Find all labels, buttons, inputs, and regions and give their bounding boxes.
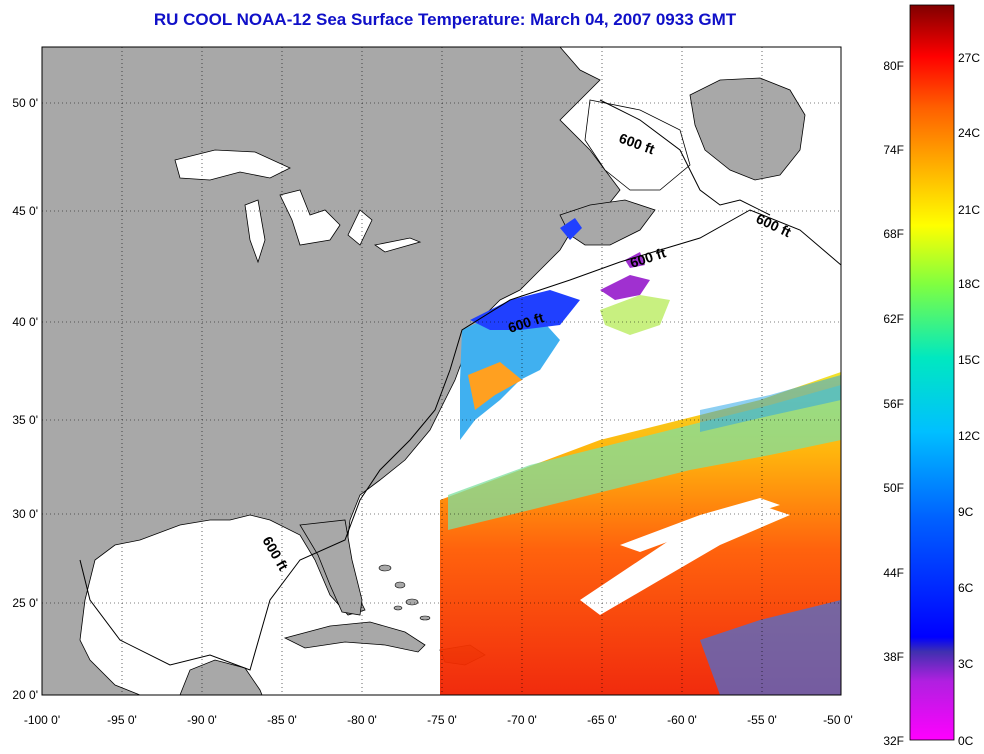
map-title: RU COOL NOAA-12 Sea Surface Temperature:… bbox=[153, 10, 737, 29]
lat-tick-labels: 50 0' 45 0' 40 0' 35 0' 30 0' 25 0' 20 0… bbox=[12, 96, 38, 702]
lat-tick-50: 50 0' bbox=[12, 96, 38, 110]
sst-shelf-warm bbox=[468, 362, 522, 410]
lon-tick-95: -95 0' bbox=[107, 713, 137, 727]
lon-tick-70: -70 0' bbox=[507, 713, 537, 727]
lon-tick-60: -60 0' bbox=[667, 713, 697, 727]
cb-c-27: 27C bbox=[958, 51, 980, 65]
cb-c-15: 15C bbox=[958, 353, 980, 367]
sst-scotian-offshore bbox=[600, 295, 670, 335]
cb-c-0: 0C bbox=[958, 734, 974, 748]
cb-f-38: 38F bbox=[883, 650, 904, 664]
sst-nova-scotia-blue bbox=[560, 218, 582, 240]
cb-f-50: 50F bbox=[883, 481, 904, 495]
bahamas-islands bbox=[378, 564, 431, 621]
gulf-st-lawrence bbox=[584, 99, 691, 191]
lat-tick-35: 35 0' bbox=[12, 413, 38, 427]
lon-tick-80: -80 0' bbox=[347, 713, 377, 727]
cb-c-12: 12C bbox=[958, 429, 980, 443]
cb-c-21: 21C bbox=[958, 203, 980, 217]
cb-c-6: 6C bbox=[958, 581, 974, 595]
cb-c-18: 18C bbox=[958, 277, 980, 291]
cb-c-24: 24C bbox=[958, 126, 980, 140]
lat-tick-20: 20 0' bbox=[12, 688, 38, 702]
colorbar bbox=[909, 4, 955, 741]
maritimes-land bbox=[559, 77, 806, 246]
lon-tick-75: -75 0' bbox=[427, 713, 457, 727]
map-frame bbox=[41, 46, 842, 696]
colorbar-f-labels: 80F 74F 68F 62F 56F 50F 44F 38F 32F bbox=[883, 59, 904, 748]
lat-tick-30: 30 0' bbox=[12, 507, 38, 521]
cb-f-32: 32F bbox=[883, 734, 904, 748]
cb-f-74: 74F bbox=[883, 143, 904, 157]
sst-cool-band bbox=[700, 375, 841, 432]
cb-f-62: 62F bbox=[883, 312, 904, 326]
cb-c-3: 3C bbox=[958, 657, 974, 671]
sst-scotian-shelf bbox=[600, 252, 650, 300]
lat-tick-40: 40 0' bbox=[12, 315, 38, 329]
isobath-600ft-north bbox=[599, 99, 771, 216]
lat-tick-25: 25 0' bbox=[12, 596, 38, 610]
lat-tick-45: 45 0' bbox=[12, 204, 38, 218]
sst-gulf-of-maine bbox=[470, 290, 580, 330]
cuba-land bbox=[283, 621, 426, 653]
cb-c-9: 9C bbox=[958, 505, 974, 519]
cloud-gap bbox=[580, 505, 790, 615]
cb-f-68: 68F bbox=[883, 227, 904, 241]
cb-f-44: 44F bbox=[883, 566, 904, 580]
lon-tick-100: -100 0' bbox=[24, 713, 60, 727]
lon-tick-90: -90 0' bbox=[187, 713, 217, 727]
lon-tick-85: -85 0' bbox=[267, 713, 297, 727]
lon-gridlines bbox=[121, 47, 763, 695]
colorbar-c-labels: 27C 24C 21C 18C 15C 12C 9C 6C 3C 0C bbox=[958, 51, 980, 748]
cloud-gap-2 bbox=[620, 498, 780, 552]
lon-tick-55: -55 0' bbox=[747, 713, 777, 727]
lon-tick-65: -65 0' bbox=[587, 713, 617, 727]
lon-tick-labels: -100 0' -95 0' -90 0' -85 0' -80 0' -75 … bbox=[24, 713, 853, 727]
isobath-600ft bbox=[79, 209, 841, 671]
cb-f-80: 80F bbox=[883, 59, 904, 73]
cb-f-56: 56F bbox=[883, 397, 904, 411]
great-lakes bbox=[174, 149, 422, 264]
lon-tick-50: -50 0' bbox=[823, 713, 853, 727]
sst-cool-patch-se bbox=[700, 600, 841, 695]
